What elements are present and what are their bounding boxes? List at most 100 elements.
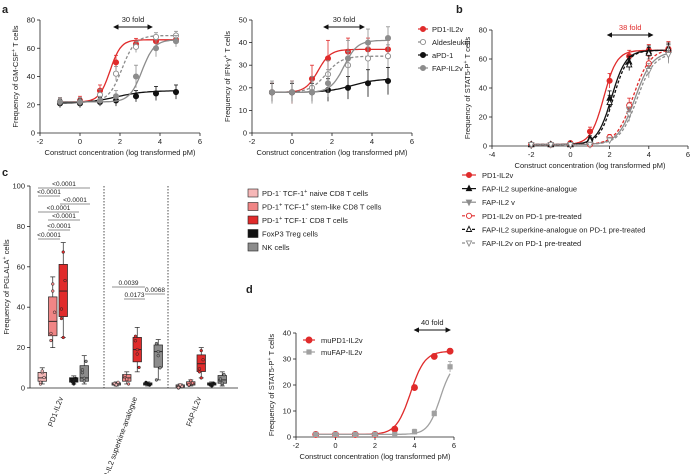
a1-data-point xyxy=(132,73,140,80)
b-x-tick-label: 4 xyxy=(647,150,651,159)
a2-y-tick-label: 20 xyxy=(239,83,247,92)
a1-data-point xyxy=(56,98,64,105)
a1-y-label: Frequency of GM-CSF+ T cells xyxy=(11,25,20,127)
d-fold-label: 40 fold xyxy=(421,318,444,327)
c-dot xyxy=(156,354,160,358)
c-legend-entry-part: FoxP3 Treg cells xyxy=(262,230,318,239)
c-dot xyxy=(189,378,193,383)
b-legend-marker xyxy=(465,225,473,232)
d-y-label: Frequency of STAT5-P+ T cells xyxy=(267,334,276,437)
b-y-label-part: + xyxy=(463,60,469,63)
d-x-tick-label: -2 xyxy=(293,441,300,450)
c-dot xyxy=(82,379,86,383)
c-legend-entry-part: PD-1 xyxy=(262,216,279,225)
d-legend-entry: muFAP-IL2v xyxy=(321,348,363,357)
c-legend-entry-part: + xyxy=(306,203,309,209)
b-fold-label: 38 fold xyxy=(619,23,642,32)
c-dot xyxy=(126,382,131,386)
d-y-tick-label: 0 xyxy=(287,433,291,442)
a2-data-point xyxy=(268,89,276,96)
b-data-point xyxy=(606,77,613,84)
c-pvalue-label: 0.0039 xyxy=(119,280,139,287)
a1-y-tick-label: 60 xyxy=(27,44,35,53)
a2-x-tick-label: 6 xyxy=(410,137,414,146)
b-data-point xyxy=(625,60,633,68)
c-legend-entry-part: naive CD8 T cells xyxy=(307,189,368,198)
a2-y-tick-label: 40 xyxy=(239,38,247,47)
d-data-point xyxy=(411,384,418,392)
a1-data-point xyxy=(172,88,180,96)
c-legend-entry: NK cells xyxy=(262,243,290,252)
a2-x-tick-label: 0 xyxy=(290,137,294,146)
b-y-tick-label: 80 xyxy=(479,26,487,35)
c-pvalue-label: <0.0001 xyxy=(37,232,61,239)
a2-y-tick-label: 30 xyxy=(239,61,247,70)
b-x-tick-label: 0 xyxy=(568,150,572,159)
a1-x-label: Construct concentration (log transformed… xyxy=(45,148,196,157)
c-dot xyxy=(49,338,53,343)
a2-fold-label: 30 fold xyxy=(333,15,356,24)
b-series-line xyxy=(531,54,669,146)
c-dot xyxy=(197,370,202,374)
a2-y-label-part: Frequency of IFN-γ xyxy=(223,58,232,122)
a-legend-marker xyxy=(419,38,427,46)
c-dot xyxy=(72,381,76,385)
a2-data-point xyxy=(288,89,296,96)
c-dot xyxy=(135,352,139,356)
c-dot xyxy=(49,331,53,336)
a1-data-point xyxy=(112,70,120,77)
c-dot xyxy=(146,381,150,386)
c-dot xyxy=(40,369,44,373)
a1-y-label-part: Frequency of GM-CSF xyxy=(11,52,20,128)
c-box xyxy=(48,296,58,337)
d-legend-marker xyxy=(306,349,312,355)
b-x-tick-label: 2 xyxy=(608,150,612,159)
b-y-label-part: T cells xyxy=(463,37,472,61)
a1-x-tick-label: -2 xyxy=(37,137,44,146)
c-category-label: FAP-IL2v xyxy=(184,395,203,427)
c-pvalue-label: <0.0001 xyxy=(37,189,61,196)
d-data-point xyxy=(313,431,319,437)
a1-data-point xyxy=(152,90,160,97)
c-pvalue-label: <0.0001 xyxy=(47,205,71,212)
d-data-point xyxy=(392,431,398,437)
a-legend-marker xyxy=(419,64,427,72)
c-dot xyxy=(59,307,64,311)
c-dot xyxy=(210,383,214,388)
c-legend-entry: PD-1- TCF-1+ naive CD8 T cells xyxy=(262,189,368,198)
a1-data-point xyxy=(112,93,120,100)
d-data-point xyxy=(332,431,339,437)
a2-y-label-part: + xyxy=(223,55,229,58)
a-legend-entry: FAP-IL2v xyxy=(432,64,463,73)
a2-data-point xyxy=(384,35,392,42)
d-legend-entry: muPD1-IL2v xyxy=(321,336,363,345)
b-legend-marker xyxy=(465,184,473,192)
b-legend-marker xyxy=(465,171,473,179)
c-legend-entry-part: PD-1 xyxy=(262,189,279,198)
c-y-label-part: cells xyxy=(2,239,11,256)
a1-data-point xyxy=(96,97,104,104)
d-y-label-part: Frequency of STAT5-P xyxy=(267,361,276,437)
c-dot xyxy=(63,278,67,283)
c-legend-entry-part: + xyxy=(304,189,307,195)
d-x-tick-label: 6 xyxy=(452,441,456,450)
b-x-tick-label: 6 xyxy=(686,150,690,159)
a-legend-marker xyxy=(419,51,427,59)
d-data-point xyxy=(446,347,454,355)
c-dot xyxy=(116,380,120,384)
a2-x-label: Construct concentration (log transformed… xyxy=(257,148,408,157)
c-dot xyxy=(80,368,85,372)
a1-data-point xyxy=(76,98,84,105)
c-dot xyxy=(158,366,162,370)
c-dot xyxy=(222,373,226,377)
d-data-point xyxy=(372,431,378,437)
b-y-tick-label: 40 xyxy=(479,84,487,93)
c-dot xyxy=(38,380,43,384)
c-dot xyxy=(123,373,127,378)
b-legend-entry: FAP-IL2 superkine-analogue xyxy=(482,185,577,194)
a2-data-point xyxy=(308,89,316,96)
c-dot xyxy=(70,379,74,383)
d-data-point xyxy=(447,364,453,370)
a1-y-tick-label: 0 xyxy=(31,129,35,138)
